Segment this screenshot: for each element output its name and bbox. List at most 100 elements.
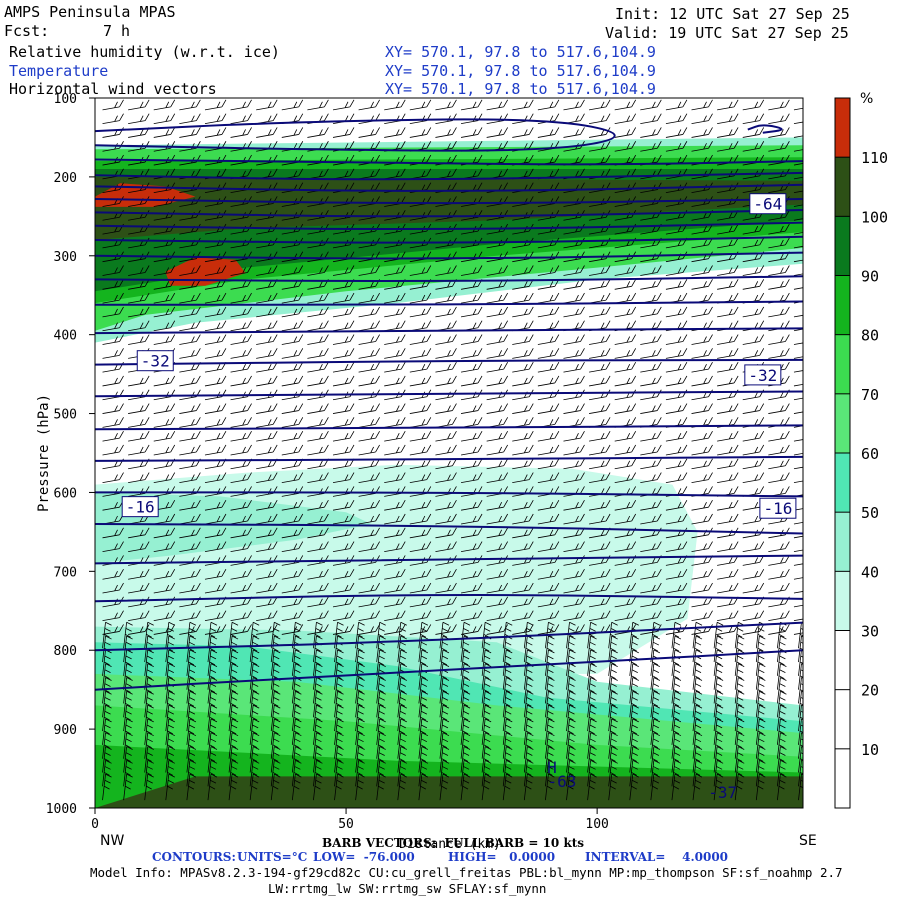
wind-barb-1450 [481,759,492,787]
wind-barb-1137 [334,635,344,663]
wind-barb-1262 [102,690,112,718]
wind-barb-421 [128,306,150,318]
wind-barb-645 [128,417,150,428]
wind-barb-1389 [629,732,639,759]
wind-barb-556 [717,361,739,373]
wind-barb-29 [128,113,150,125]
wind-barb-103 [589,141,611,152]
wind-barb-551 [589,361,611,373]
wind-barb-1270 [270,690,281,718]
wind-barb-1045 [332,610,355,622]
wind-barb-1358 [692,718,703,745]
wind-barb-626 [358,403,380,414]
wind-barb-13 [435,99,457,111]
wind-barb-763 [281,472,304,483]
wind-barb-688 [512,430,534,442]
wind-barb-1273 [334,690,344,718]
wind-barb-677 [230,430,252,442]
wind-barb-64 [307,127,329,138]
wind-barb-752 [717,458,739,470]
wind-barb-1229 [123,677,133,704]
wind-barb-922 [768,541,790,553]
wind-barb-1427 [713,746,724,773]
wind-barb-964 [409,569,432,580]
wind-barb-1298 [144,704,154,732]
wind-barb-1303 [249,704,260,732]
wind-barb-564 [204,375,227,387]
contours-high: HIGH= 0.0000 [448,850,556,864]
wind-barb-1476 [313,773,323,801]
wind-barb-748 [614,458,637,470]
wind-barb-507 [179,348,201,359]
wind-barb-531 [793,356,803,359]
wind-barb-562 [153,375,176,387]
wind-barb-826 [460,499,483,511]
wind-barb-1406 [270,746,281,773]
wind-barb-20 [614,99,637,111]
wind-barb-767 [384,472,406,483]
wind-barb-780 [717,472,739,483]
wind-barb-624 [307,403,329,414]
wind-barb-851 [384,513,406,525]
wind-barb-675 [179,430,201,442]
wind-barb-1352 [566,718,576,745]
wind-barb-779 [691,472,713,483]
wind-barb-647 [179,417,201,428]
wind-barb-1184 [608,649,618,676]
wind-barb-1281 [502,690,513,718]
wind-barb-1411 [376,746,386,773]
wind-barb-1387 [587,732,597,759]
wind-barb-778 [665,472,688,483]
wind-barb-902 [256,541,278,553]
wind-barb-1343 [376,718,386,745]
wind-barb-1000 [614,582,637,594]
wind-barb-970 [563,569,585,580]
y-tick-label-6: 700 [54,565,77,580]
wind-barb-1294 [776,690,787,718]
wind-barb-74 [563,127,585,138]
wind-barb-432 [409,306,432,318]
wind-barb-21 [640,99,662,111]
wind-barb-1041 [230,610,252,622]
y-tick-label-4: 500 [54,408,77,423]
wind-barb-989 [332,582,355,594]
wind-barb-1092 [102,621,112,649]
wind-barb-994 [460,582,483,594]
wind-barb-648 [204,417,227,428]
wind-barb-1309 [376,704,386,732]
wind-barb-437 [537,306,560,318]
wind-barb-522 [563,348,585,359]
wind-barb-643 [793,411,803,414]
wind-barb-383 [589,279,611,290]
wind-barb-357 [640,265,662,276]
wind-barb-1342 [355,718,365,745]
wind-barb-405 [435,292,457,304]
rh-region-14 [165,257,246,286]
wind-barb-644 [102,417,124,428]
wind-barb-874 [256,527,278,539]
wind-barb-1380 [439,732,450,759]
wind-barb-1438 [228,759,239,787]
wind-barb-1268 [228,690,239,718]
wind-barb-110 [768,141,790,152]
wind-barb-1349 [502,718,513,745]
wind-barb-1282 [523,690,534,718]
wind-barb-1002 [665,582,688,594]
wind-barb-1468 [144,773,154,801]
wind-barb-1490 [608,773,618,801]
wind-barb-1484 [481,773,492,801]
wind-barb-1460 [692,759,703,787]
wind-barb-1222 [692,663,703,690]
wind-barb-430 [358,306,380,318]
contours-interval: INTERVAL= 4.0000 [585,850,729,864]
contours-label: CONTOURS: [152,850,236,864]
wind-barb-864 [717,513,739,525]
wind-barb-1491 [629,773,639,801]
wind-barb-1095 [165,621,175,649]
wind-barb-1408 [313,746,323,773]
wind-barb-698 [768,430,790,442]
wind-barb-771 [486,472,509,483]
colorbar-bin-10 [835,157,850,217]
wind-barb-1370 [228,732,239,759]
wind-barb-1221 [671,663,682,690]
